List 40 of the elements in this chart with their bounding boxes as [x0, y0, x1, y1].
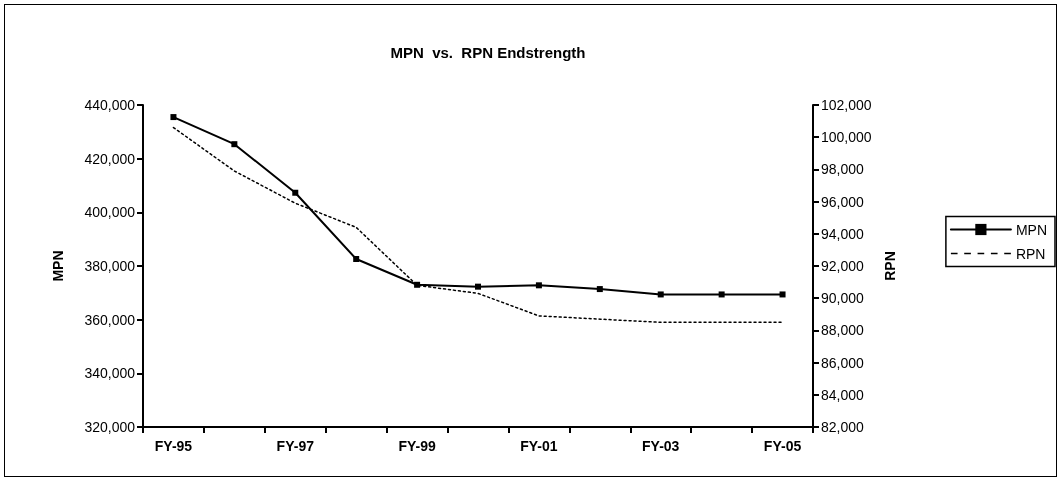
y2-tick-label: 90,000	[821, 290, 865, 307]
y2-tick-label: 100,000	[821, 129, 872, 146]
y-tick-label: 360,000	[84, 311, 136, 328]
y2-tick-label: 88,000	[821, 322, 865, 339]
y2-tick-label: 98,000	[821, 161, 865, 178]
y2-tick-label: 102,000	[821, 97, 872, 113]
point	[292, 189, 299, 196]
point	[596, 286, 603, 293]
x-tick-label: FY-99	[398, 438, 436, 454]
y2-tick-label: 84,000	[821, 386, 865, 403]
point	[353, 256, 360, 263]
y2-tick-label: 94,000	[821, 225, 865, 242]
x-tick-label: FY-05	[763, 438, 802, 454]
y-tick-label: 320,000	[84, 419, 136, 435]
x-tick-label: FY-97	[276, 438, 315, 454]
y-tick-label: 400,000	[84, 204, 136, 221]
legend-label: MPN	[1015, 221, 1048, 238]
legend-label: RPN	[1015, 245, 1046, 262]
x-tick-label: FY-95	[154, 438, 193, 454]
x-tick-label: FY-03	[642, 438, 680, 454]
y-axis-title: MPN	[50, 250, 66, 282]
y2-axis-title: RPN	[881, 251, 898, 281]
y2-tick-label: 82,000	[821, 419, 865, 435]
point	[231, 141, 238, 148]
x-tick-label: FY-01	[520, 438, 558, 454]
y-tick-label: 440,000	[84, 97, 136, 113]
y-tick-label: 340,000	[84, 365, 136, 382]
point	[718, 291, 725, 298]
y2-tick-label: 92,000	[821, 258, 865, 274]
point	[414, 281, 421, 288]
point	[657, 291, 664, 298]
point	[779, 291, 786, 298]
point	[475, 283, 481, 290]
y-tick-label: 420,000	[84, 150, 136, 167]
y2-tick-label: 96,000	[821, 193, 865, 210]
y-tick-label: 380,000	[84, 258, 136, 274]
y2-tick-label: 86,000	[821, 354, 865, 371]
point	[535, 282, 542, 289]
point	[170, 114, 177, 121]
chart-title: MPN vs. RPN Endstrength	[390, 44, 586, 61]
